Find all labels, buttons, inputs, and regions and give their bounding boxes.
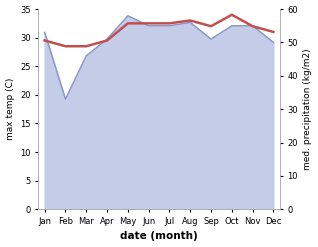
X-axis label: date (month): date (month) bbox=[120, 231, 198, 242]
Y-axis label: max temp (C): max temp (C) bbox=[5, 78, 15, 140]
Y-axis label: med. precipitation (kg/m2): med. precipitation (kg/m2) bbox=[303, 48, 313, 170]
